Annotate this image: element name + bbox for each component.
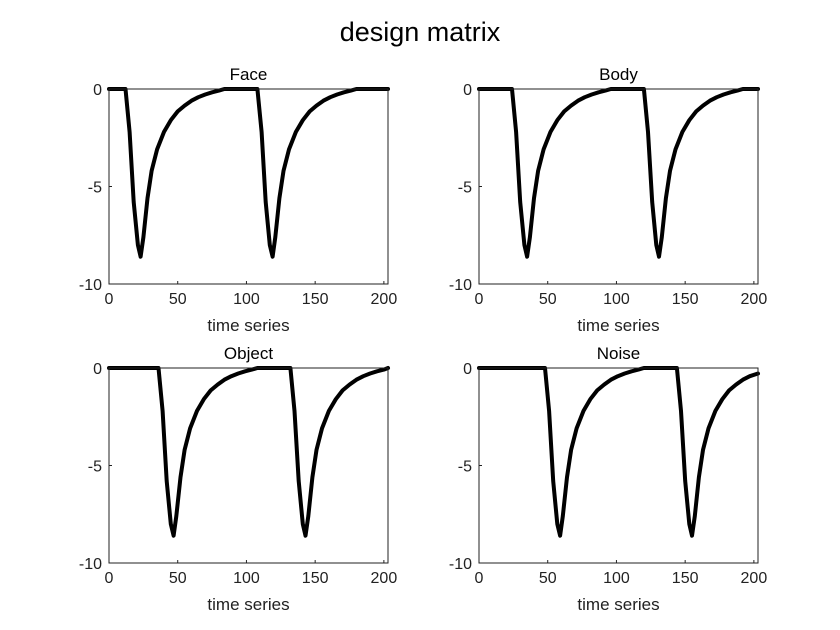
x-axis-label: time series xyxy=(577,316,659,335)
series-line xyxy=(107,87,390,259)
y-tick-label: -10 xyxy=(79,556,102,573)
y-tick-label: -10 xyxy=(449,556,472,573)
x-tick-label: 150 xyxy=(672,570,699,587)
x-tick-label: 0 xyxy=(105,291,114,308)
y-tick-label: -5 xyxy=(88,459,102,476)
x-tick-label: 100 xyxy=(233,570,260,587)
subplot-body: Body 0 50 100 150 200 0 -5 -10 time series xyxy=(449,65,767,335)
x-tick-label: 0 xyxy=(475,570,484,587)
x-axis-label: time series xyxy=(207,595,289,614)
y-tick-label: 0 xyxy=(463,82,472,99)
x-tick-label: 100 xyxy=(603,291,630,308)
x-tick-label: 200 xyxy=(371,291,398,308)
x-tick-label: 200 xyxy=(741,291,768,308)
x-tick-label: 50 xyxy=(169,570,187,587)
x-tick-label: 50 xyxy=(539,570,557,587)
subplot-object: Object 0 50 100 150 200 0 -5 -10 time series xyxy=(79,344,397,614)
y-tick-label: -10 xyxy=(79,277,102,294)
x-tick-label: 200 xyxy=(371,570,398,587)
x-tick-label: 150 xyxy=(672,291,699,308)
y-tick-label: -5 xyxy=(458,459,472,476)
subplot-title: Face xyxy=(230,65,268,84)
subplot-title: Body xyxy=(599,65,638,84)
series-line xyxy=(477,366,760,538)
subplot-noise: Noise 0 50 100 150 200 0 -5 -10 time series xyxy=(449,344,767,614)
x-tick-label: 50 xyxy=(169,291,187,308)
x-tick-label: 100 xyxy=(233,291,260,308)
subplot-title: Noise xyxy=(597,344,640,363)
x-tick-label: 150 xyxy=(302,291,329,308)
y-tick-label: -5 xyxy=(458,180,472,197)
series-line xyxy=(107,366,390,538)
figure-title: design matrix xyxy=(340,17,501,47)
x-axis-label: time series xyxy=(207,316,289,335)
y-tick-label: 0 xyxy=(93,361,102,378)
y-tick-label: -10 xyxy=(449,277,472,294)
x-axis-label: time series xyxy=(577,595,659,614)
subplot-grid: Face 0 50 100 150 200 0 -5 -10 time series Body 0 50… xyxy=(79,65,767,614)
subplot-title: Object xyxy=(224,344,273,363)
x-tick-label: 200 xyxy=(741,570,768,587)
subplot-face: Face 0 50 100 150 200 0 -5 -10 time series xyxy=(79,65,397,335)
x-tick-label: 0 xyxy=(475,291,484,308)
x-tick-label: 0 xyxy=(105,570,114,587)
axes-frame xyxy=(478,367,759,564)
x-tick-label: 100 xyxy=(603,570,630,587)
series-line xyxy=(477,87,760,259)
y-tick-label: 0 xyxy=(93,82,102,99)
y-tick-label: 0 xyxy=(463,361,472,378)
y-tick-label: -5 xyxy=(88,180,102,197)
x-tick-label: 50 xyxy=(539,291,557,308)
axes-frame xyxy=(108,367,389,564)
x-tick-label: 150 xyxy=(302,570,329,587)
